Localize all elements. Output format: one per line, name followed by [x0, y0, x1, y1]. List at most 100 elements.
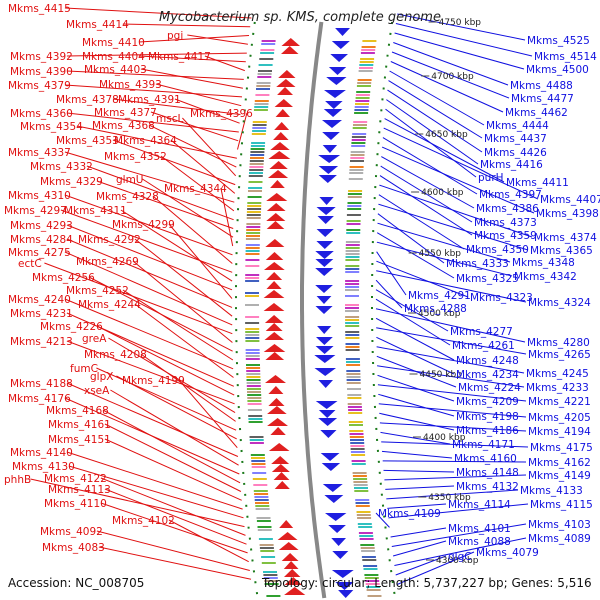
- left-label-connector: [182, 117, 237, 177]
- cog-reverse-bar: [355, 502, 370, 504]
- cog-reverse-bar: [345, 304, 359, 306]
- cog-forward-bar: [245, 280, 260, 282]
- left-label-connector: [150, 111, 239, 142]
- scale-tick-label: 4750 kbp: [439, 18, 482, 28]
- cog-forward-bar: [266, 595, 281, 597]
- cog-forward-bar: [258, 538, 273, 540]
- left-label-connector: [96, 325, 235, 396]
- cog-forward-bar: [255, 94, 270, 96]
- left-label-connector: [64, 298, 234, 370]
- right-gene-label: Mkms_4288: [404, 303, 467, 315]
- cog-forward-bar: [245, 352, 260, 354]
- cog-reverse-bar: [360, 52, 375, 54]
- left-gene-label: Mkms_4299: [112, 219, 175, 231]
- right-label-connector: [394, 537, 527, 566]
- right-gene-label: Mkms_4198: [456, 411, 519, 423]
- left-gene-label: pgi: [167, 30, 183, 42]
- cog-reverse-bar: [346, 382, 361, 384]
- right-gene-label: Mkms_4132: [456, 481, 519, 493]
- forward-gene-arrow: [284, 577, 303, 585]
- left-gene-label: Mkms_4176: [8, 393, 71, 405]
- right-label-connector: [379, 175, 473, 236]
- cog-reverse-bar: [361, 550, 376, 552]
- scale-tick-label: 4500 kbp: [418, 309, 461, 319]
- right-label-connector: [380, 431, 451, 445]
- forward-gene-arrow: [268, 443, 290, 451]
- forward-gene-arrow: [268, 386, 284, 394]
- cog-forward-bar: [260, 52, 275, 54]
- cog-reverse-bar: [355, 100, 370, 102]
- cog-reverse-bar: [353, 484, 368, 486]
- left-gene-label: ectC: [18, 258, 42, 270]
- scale-tick-label: 4450 kbp: [420, 370, 463, 380]
- forward-gene-arrow: [281, 553, 299, 561]
- right-label-connector: [394, 32, 525, 70]
- cog-forward-bar: [255, 508, 270, 510]
- forward-gene-arrow: [281, 46, 299, 54]
- left-label-connector: [134, 303, 234, 378]
- cog-forward-bar: [255, 502, 269, 504]
- left-gene-label: Mkms_4161: [48, 419, 111, 431]
- genome-title: Mycobacterium sp. KMS, complete genome: [159, 10, 441, 25]
- right-gene-label: Mkms_4109: [378, 508, 441, 520]
- reverse-gene-arrow: [324, 90, 346, 98]
- cog-forward-bar: [245, 304, 259, 306]
- cog-reverse-bar: [350, 157, 365, 159]
- right-gene-label: Mkms_4248: [456, 355, 519, 367]
- right-gene-label: Mkms_4437: [484, 133, 547, 145]
- left-label-connector: [102, 409, 241, 484]
- cog-forward-bar: [246, 388, 261, 390]
- left-gene-label: Mkms_4328: [96, 191, 159, 203]
- forward-gene-arrow: [266, 221, 285, 229]
- cog-forward-bar: [246, 235, 260, 237]
- left-gene-label: Mkms_4410: [82, 37, 145, 49]
- left-gene-label: Mkms_4344: [164, 183, 227, 195]
- left-label-connector: [138, 55, 246, 63]
- left-gene-label: Mkms_4396: [190, 108, 253, 120]
- cog-reverse-bar: [349, 433, 364, 435]
- left-gene-label: Mkms_4151: [48, 434, 111, 446]
- forward-gene-arrow: [266, 281, 282, 289]
- left-gene-label: Mkms_4368: [92, 120, 155, 132]
- reverse-gene-arrow: [316, 241, 334, 249]
- right-label-connector: [376, 336, 455, 375]
- cog-forward-bar: [246, 211, 261, 213]
- left-label-connector: [76, 125, 237, 159]
- reverse-gene-arrow: [315, 401, 338, 409]
- forward-gene-arrow: [278, 542, 299, 550]
- cog-reverse-bar: [355, 94, 370, 96]
- cog-reverse-bar: [355, 499, 370, 501]
- cog-reverse-bar: [364, 577, 379, 579]
- reverse-gene-arrow: [319, 197, 334, 205]
- cog-reverse-bar: [345, 289, 359, 291]
- cog-reverse-bar: [345, 319, 360, 321]
- cog-reverse-bar: [345, 244, 360, 246]
- cog-forward-bar: [247, 409, 262, 411]
- right-label-connector: [395, 555, 447, 576]
- left-label-connector: [132, 260, 233, 343]
- cog-reverse-bar: [347, 397, 362, 399]
- right-gene-label: Mkms_4323: [470, 292, 533, 304]
- cog-reverse-bar: [345, 265, 360, 267]
- right-gene-label: Mkms_4186: [456, 425, 519, 437]
- cog-forward-bar: [254, 493, 269, 495]
- left-gene-label: phhB: [4, 474, 31, 486]
- cog-reverse-bar: [345, 358, 360, 360]
- left-label-connector: [187, 34, 248, 45]
- feature-tracks: [235, 21, 397, 599]
- left-gene-label: glmU: [116, 174, 144, 186]
- left-label-connector: [66, 224, 233, 291]
- right-gene-label: glgC: [448, 551, 472, 563]
- cog-forward-bar: [257, 73, 272, 75]
- left-gene-label: Mkms_4188: [10, 378, 73, 390]
- forward-gene-arrow: [281, 38, 300, 46]
- right-label-connector: [396, 551, 475, 585]
- right-gene-label: Mkms_4373: [474, 217, 537, 229]
- left-label-connector: [100, 502, 248, 554]
- right-label-connector: [375, 308, 526, 343]
- right-label-connector: [383, 469, 455, 473]
- forward-gene-arrow: [274, 122, 290, 130]
- cog-reverse-bar: [349, 436, 364, 438]
- left-label-connector: [237, 112, 248, 150]
